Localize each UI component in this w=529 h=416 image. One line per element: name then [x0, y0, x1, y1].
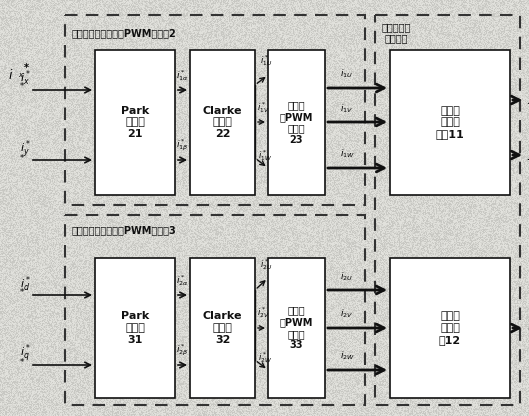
Bar — [375, 15, 520, 405]
Text: Clarke
逆变换
32: Clarke 逆变换 32 — [203, 312, 242, 344]
Text: $i_{1V}^*$: $i_{1V}^*$ — [257, 100, 269, 115]
Text: $_x$: $_x$ — [18, 70, 24, 80]
Bar — [95, 50, 175, 195]
Text: 转矩绕
组子系
统12: 转矩绕 组子系 统12 — [439, 312, 461, 344]
Bar — [95, 258, 175, 398]
Bar — [190, 258, 255, 398]
Text: $i_{2W}$: $i_{2W}$ — [340, 349, 355, 362]
Text: 电流带
环PWM
逆变器
23: 电流带 环PWM 逆变器 23 — [280, 100, 313, 145]
Text: $i_{2V}$: $i_{2V}$ — [340, 307, 353, 320]
Text: $i_x^*$: $i_x^*$ — [20, 68, 31, 88]
Text: Clarke
逆变换
22: Clarke 逆变换 22 — [203, 106, 242, 139]
Text: $i_{1U}^*$: $i_{1U}^*$ — [260, 53, 272, 68]
Text: $i_{2\beta}^*$: $i_{2\beta}^*$ — [176, 342, 188, 358]
Text: $i_q^*$: $i_q^*$ — [20, 343, 31, 365]
Text: $i_{1\alpha}^*$: $i_{1\alpha}^*$ — [176, 68, 188, 83]
Text: $i_{1W}^*$: $i_{1W}^*$ — [258, 148, 272, 163]
Text: 无轴承同步
磁阻电机: 无轴承同步 磁阻电机 — [382, 22, 412, 44]
Text: *: * — [20, 357, 24, 366]
Text: $i_{2W}^*$: $i_{2W}^*$ — [258, 350, 272, 365]
Text: $i_{1W}$: $i_{1W}$ — [340, 148, 355, 160]
Text: $\omega$: $\omega$ — [527, 321, 529, 335]
Text: Park
逆变换
21: Park 逆变换 21 — [121, 106, 149, 139]
Text: 第一扩展的电流带环PWM逆变器2: 第一扩展的电流带环PWM逆变器2 — [72, 28, 177, 38]
Text: Park
逆变换
31: Park 逆变换 31 — [121, 312, 149, 344]
Text: $y$: $y$ — [527, 148, 529, 162]
Text: *: * — [24, 63, 29, 73]
Text: 悬浮力
绕组子
系统11: 悬浮力 绕组子 系统11 — [435, 106, 464, 139]
Text: $i_{1\beta}^*$: $i_{1\beta}^*$ — [176, 137, 188, 153]
Text: $i_y^*$: $i_y^*$ — [20, 139, 31, 161]
Bar — [268, 258, 325, 398]
Text: *: * — [20, 82, 24, 91]
Text: $i_{2U}$: $i_{2U}$ — [340, 270, 353, 283]
Bar — [65, 15, 365, 205]
Text: $i_{1U}$: $i_{1U}$ — [340, 67, 353, 80]
Text: 电流带
环PWM
逆变器
33: 电流带 环PWM 逆变器 33 — [280, 306, 313, 350]
Text: *: * — [20, 154, 24, 163]
Text: $i_{1V}$: $i_{1V}$ — [340, 102, 353, 115]
Text: $i_{2U}^*$: $i_{2U}^*$ — [260, 257, 272, 272]
Text: $i_{2V}^*$: $i_{2V}^*$ — [257, 305, 269, 320]
Bar — [65, 215, 365, 405]
Text: $i_{2\alpha}^*$: $i_{2\alpha}^*$ — [176, 273, 188, 288]
Bar — [390, 50, 510, 195]
Bar — [190, 50, 255, 195]
Text: 第二扩展的电流带环PWM逆变器3: 第二扩展的电流带环PWM逆变器3 — [72, 225, 177, 235]
Text: *: * — [20, 287, 24, 297]
Text: $i$: $i$ — [8, 68, 13, 82]
Bar — [268, 50, 325, 195]
Bar — [390, 258, 510, 398]
Text: $i_d^*$: $i_d^*$ — [20, 274, 31, 294]
Text: $x$: $x$ — [527, 94, 529, 106]
